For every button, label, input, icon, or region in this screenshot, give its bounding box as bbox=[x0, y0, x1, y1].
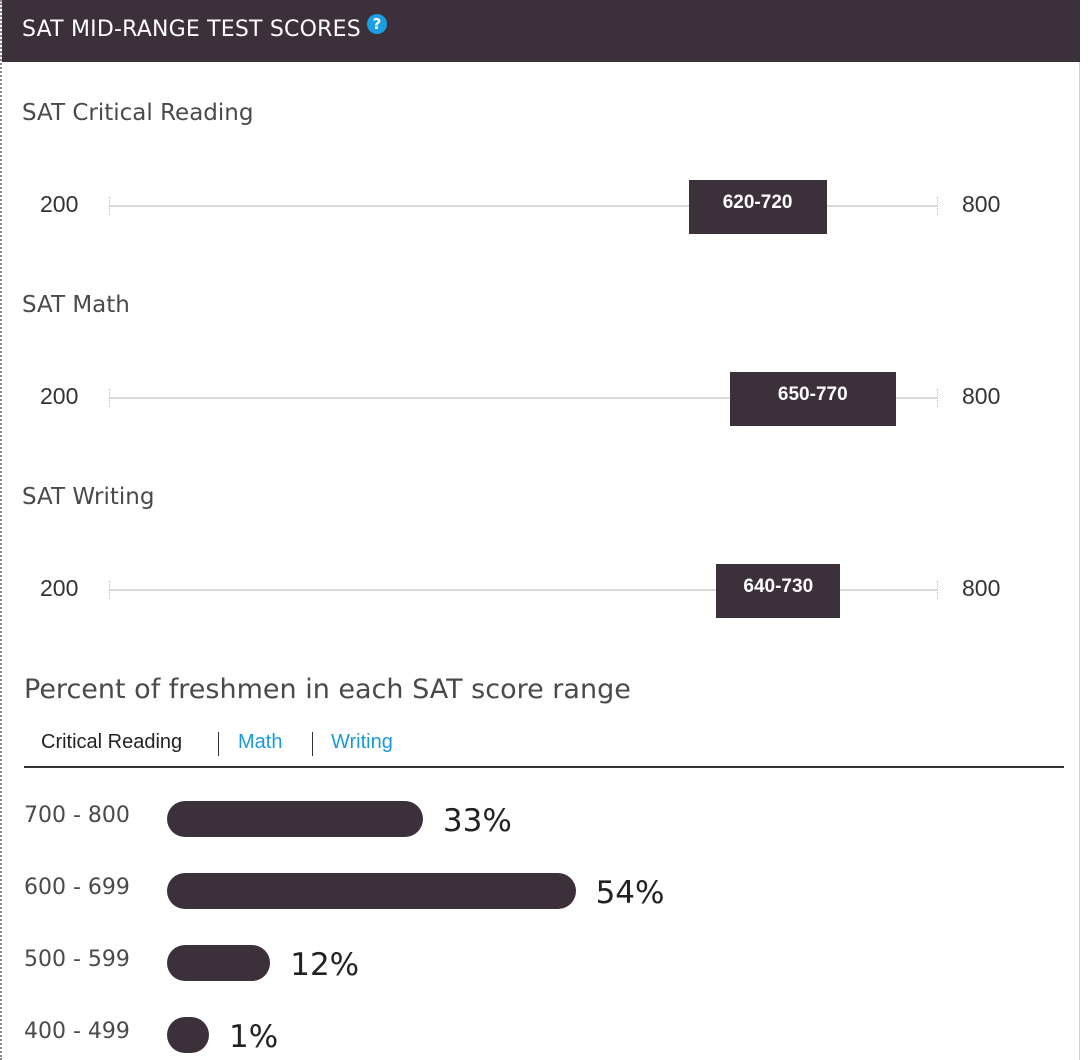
tab-divider bbox=[312, 732, 313, 756]
scale-tick-min bbox=[109, 389, 110, 407]
scale-track bbox=[109, 397, 937, 399]
score-tabs: Critical Reading Math Writing bbox=[24, 728, 1064, 768]
scale-tick-min bbox=[109, 197, 110, 215]
question-circle-icon[interactable]: ? bbox=[367, 14, 387, 34]
distribution-title: Percent of freshmen in each SAT score ra… bbox=[24, 674, 631, 705]
tab-writing[interactable]: Writing bbox=[331, 731, 393, 753]
distribution-bar bbox=[167, 945, 271, 981]
range-title-math: SAT Math bbox=[22, 292, 130, 318]
distribution-bar bbox=[167, 801, 423, 837]
scale-tick-max bbox=[937, 581, 938, 599]
bar-value-label: 54% bbox=[595, 875, 665, 911]
range-title-critical-reading: SAT Critical Reading bbox=[22, 100, 254, 126]
distribution-bar bbox=[167, 1017, 209, 1053]
panel-title: SAT MID-RANGE TEST SCORES bbox=[22, 17, 361, 42]
scale-max-label: 800 bbox=[962, 383, 1001, 409]
bar-value-label: 33% bbox=[442, 803, 512, 839]
bar-value-label: 12% bbox=[290, 947, 360, 983]
panel-header: SAT MID-RANGE TEST SCORES ? bbox=[2, 0, 1080, 62]
bar-category-label: 400 - 499 bbox=[24, 1019, 130, 1044]
tab-critical-reading[interactable]: Critical Reading bbox=[41, 731, 183, 753]
scale-min-label: 200 bbox=[40, 191, 79, 217]
scale-tick-min bbox=[109, 581, 110, 599]
scale-tick-max bbox=[937, 197, 938, 215]
scale-min-label: 200 bbox=[40, 383, 79, 409]
scale-track bbox=[109, 589, 937, 591]
range-bar-critical-reading: 620-720 bbox=[688, 180, 827, 234]
scale-min-label: 200 bbox=[40, 575, 79, 601]
scale-max-label: 800 bbox=[962, 191, 1001, 217]
bar-value-label: 1% bbox=[229, 1019, 279, 1055]
scale-max-label: 800 bbox=[962, 575, 1001, 601]
scale-track bbox=[109, 205, 937, 207]
scale-tick-max bbox=[937, 389, 938, 407]
bar-category-label: 600 - 699 bbox=[24, 875, 130, 900]
tab-math[interactable]: Math bbox=[238, 731, 283, 753]
range-bar-writing: 640-730 bbox=[716, 564, 841, 618]
bar-category-label: 500 - 599 bbox=[24, 947, 130, 972]
range-bar-math: 650-770 bbox=[730, 372, 896, 426]
range-title-writing: SAT Writing bbox=[22, 484, 155, 510]
distribution-bar bbox=[167, 873, 576, 909]
tab-divider bbox=[218, 732, 219, 756]
bar-category-label: 700 - 800 bbox=[24, 803, 130, 828]
